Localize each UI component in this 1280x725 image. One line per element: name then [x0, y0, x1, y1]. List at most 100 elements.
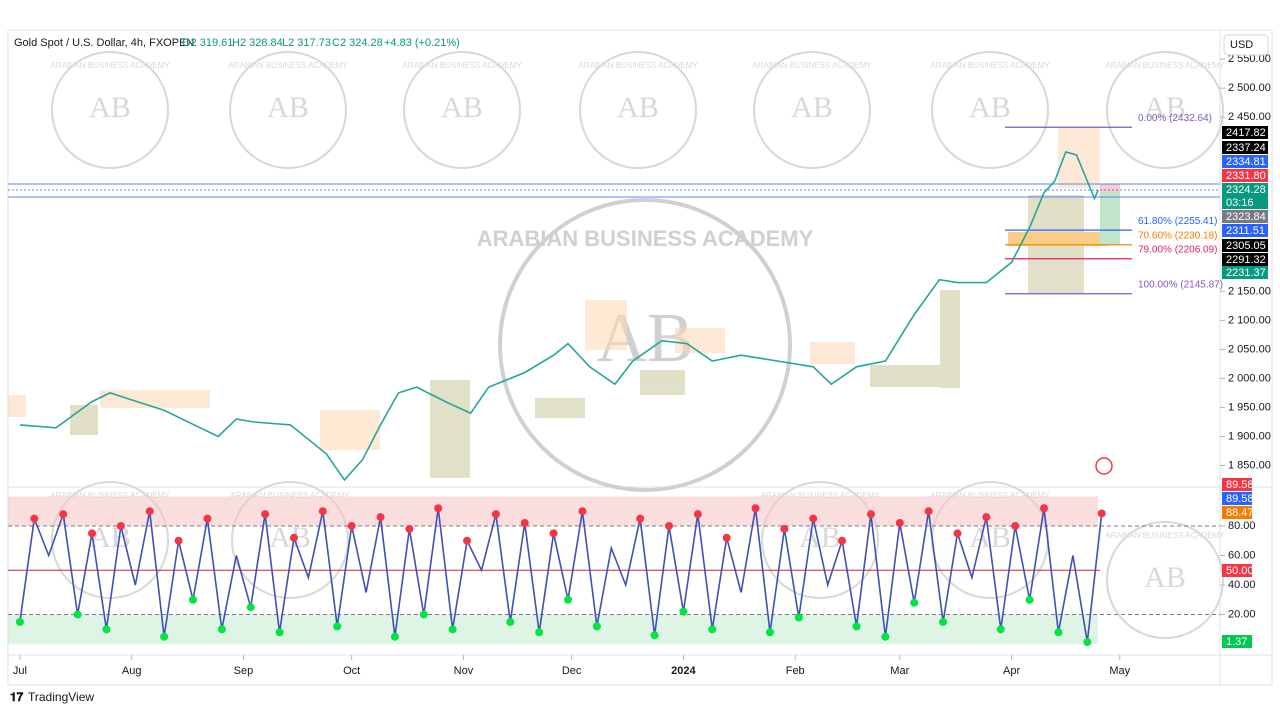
watermark-name: ARABIAN BUSINESS ACADEMY	[402, 61, 522, 70]
oversold-dot	[1083, 638, 1092, 647]
watermark-name: ARABIAN BUSINESS ACADEMY	[50, 61, 170, 70]
oscillator-line	[19, 508, 1103, 643]
fib-label: 0.00% (2432.64)	[1138, 113, 1212, 124]
price-tag-label: 2291.32	[1226, 254, 1266, 266]
oversold-dot	[419, 610, 428, 619]
currency-button[interactable]	[1223, 34, 1269, 56]
overbought-dot	[520, 519, 529, 528]
osc-tag-label: 89.58	[1226, 479, 1254, 491]
oversold-dot	[794, 613, 803, 622]
overbought-dot	[866, 510, 875, 519]
osc-tag	[1222, 492, 1252, 505]
watermark-name: ARABIAN BUSINESS ACADEMY	[1105, 61, 1225, 70]
price-tag	[1222, 183, 1268, 196]
y-tick-label: 1 850.00	[1228, 459, 1271, 471]
price-tag-label: 2311.51	[1226, 225, 1265, 237]
oversold-dot	[910, 598, 919, 607]
oversold-dot	[1025, 595, 1034, 604]
x-tick-label: Nov	[454, 665, 474, 677]
watermark-ring	[761, 481, 879, 599]
watermark-name: ARABIAN BUSINESS ACADEMY	[477, 226, 814, 251]
watermark-logo: AB	[89, 91, 131, 124]
oversold-dot	[333, 622, 342, 631]
x-tick-label: Oct	[343, 665, 360, 677]
zone	[430, 380, 470, 478]
watermark-logo: AB	[1144, 91, 1186, 124]
oversold-dot	[650, 631, 659, 640]
watermark-logo: AB	[791, 91, 833, 124]
watermark-name: ARABIAN BUSINESS ACADEMY	[930, 491, 1050, 500]
oversold-dot	[188, 595, 197, 604]
y-tick-label: 2 150.00	[1228, 285, 1271, 297]
ohlc-close: C2 324.28	[332, 37, 383, 49]
overbought-dot	[405, 524, 414, 533]
y-tick-label: 2 450.00	[1228, 111, 1271, 123]
oversold-dot	[246, 603, 255, 612]
overbought-dot	[203, 514, 212, 523]
osc-tag-label: 50.00	[1226, 565, 1254, 577]
watermark-ring	[579, 51, 697, 169]
x-tick-label: May	[1109, 665, 1130, 677]
overbought-dot	[578, 507, 587, 516]
osc-tag	[1222, 635, 1252, 648]
oversold-dot	[1054, 628, 1063, 637]
overbought-dot	[116, 521, 125, 530]
footer: TradingView	[28, 690, 94, 704]
overbought-dot	[895, 519, 904, 528]
osc-tag	[1222, 478, 1252, 491]
overbought-dot	[491, 510, 500, 519]
watermark-ring	[229, 51, 347, 169]
watermarks: AB ARABIAN BUSINESS ACADEMY AB ARABIAN BUSI…	[50, 51, 1225, 639]
price-tag	[1222, 169, 1268, 182]
watermark-name: ARABIAN BUSINESS ACADEMY	[228, 61, 348, 70]
fib-label: 70.60% (2230.18)	[1138, 230, 1218, 241]
overbought-dot	[174, 536, 183, 545]
osc-tag-label: 89.58	[1226, 493, 1254, 505]
watermark-ring	[498, 198, 792, 492]
oversold-dot	[996, 625, 1005, 634]
overbought-dot	[838, 536, 847, 545]
price-tag	[1222, 266, 1268, 279]
price-tag-label: 2417.82	[1226, 127, 1266, 139]
x-tick-label: Sep	[234, 665, 254, 677]
overbought-dot	[693, 510, 702, 519]
overbought-dot	[59, 510, 68, 519]
fib-label: 61.80% (2255.41)	[1138, 216, 1218, 227]
price-tag-label: 2305.05	[1226, 240, 1266, 252]
watermark-name: ARABIAN BUSINESS ACADEMY	[1105, 531, 1225, 540]
overbought-dot	[30, 514, 39, 523]
ohlc-high: H2 328.84	[232, 37, 283, 49]
watermark-name: ARABIAN BUSINESS ACADEMY	[930, 61, 1050, 70]
price-tag	[1222, 210, 1268, 223]
zone	[1100, 185, 1120, 245]
oversold-dot	[506, 617, 515, 626]
zone	[640, 370, 685, 395]
ohlc-change: +4.83 (+0.21%)	[384, 37, 460, 49]
price-tag-label: 2331.80	[1226, 170, 1266, 182]
overbought-band	[8, 496, 1098, 526]
zone	[675, 328, 725, 353]
zone	[320, 410, 380, 450]
oversold-dot	[592, 622, 601, 631]
watermark-logo: AB	[617, 91, 659, 124]
price-tag	[1222, 239, 1268, 252]
oversold-dot	[390, 632, 399, 641]
price-tag	[1222, 196, 1268, 209]
osc-tick-label: 60.00	[1228, 549, 1256, 561]
overbought-dot	[261, 510, 270, 519]
price-tag-label: 2323.84	[1226, 211, 1266, 223]
oversold-band	[8, 614, 1098, 645]
watermark-logo: AB	[1144, 561, 1186, 594]
overbought-dot	[434, 504, 443, 513]
zone	[940, 290, 960, 388]
watermark-name: ARABIAN BUSINESS ACADEMY	[760, 491, 880, 500]
watermark-logo: AB	[441, 91, 483, 124]
overbought-dot	[1011, 521, 1020, 530]
osc-tick-label: 80.00	[1228, 520, 1256, 532]
event-icon[interactable]	[1095, 457, 1113, 475]
x-tick-label: Dec	[562, 665, 582, 677]
price-tag-label: 2337.24	[1226, 142, 1266, 154]
watermark-ring	[403, 51, 521, 169]
